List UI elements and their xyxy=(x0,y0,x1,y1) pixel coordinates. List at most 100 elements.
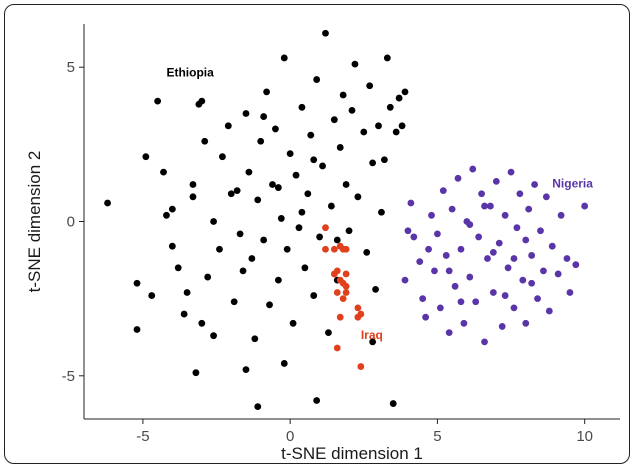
point-ethiopia xyxy=(148,292,156,299)
point-ethiopia xyxy=(301,264,309,272)
point-ethiopia xyxy=(342,181,350,188)
point-ethiopia xyxy=(269,181,276,188)
point-nigeria xyxy=(548,242,556,250)
point-ethiopia xyxy=(348,107,356,114)
x-tick-label: -5 xyxy=(136,428,149,445)
point-nigeria xyxy=(472,298,480,306)
point-nigeria xyxy=(407,199,415,207)
point-nigeria xyxy=(507,168,515,176)
point-iraq xyxy=(330,270,338,278)
point-ethiopia xyxy=(277,215,285,222)
point-nigeria xyxy=(434,230,441,238)
point-ethiopia xyxy=(313,76,321,83)
point-ethiopia xyxy=(366,82,374,90)
point-nigeria xyxy=(495,239,503,247)
point-ethiopia xyxy=(160,168,167,176)
point-nigeria xyxy=(451,282,459,290)
point-ethiopia xyxy=(198,97,206,105)
point-ethiopia xyxy=(174,264,182,272)
y-tick-label: 0 xyxy=(67,214,75,231)
point-ethiopia xyxy=(219,153,226,161)
point-nigeria xyxy=(457,298,465,306)
point-nigeria xyxy=(519,276,527,284)
point-ethiopia xyxy=(383,54,391,62)
point-nigeria xyxy=(445,267,453,275)
point-ethiopia xyxy=(263,88,270,96)
point-ethiopia xyxy=(313,397,321,404)
point-ethiopia xyxy=(180,310,188,318)
point-nigeria xyxy=(492,177,500,185)
point-ethiopia xyxy=(280,54,288,62)
point-ethiopia xyxy=(189,181,197,188)
y-tick-label: 5 xyxy=(67,59,75,76)
point-nigeria xyxy=(431,267,438,275)
point-ethiopia xyxy=(330,116,338,124)
point-nigeria xyxy=(522,236,530,244)
series-label-nigeria: Nigeria xyxy=(552,177,593,191)
point-nigeria xyxy=(439,187,447,195)
point-ethiopia xyxy=(239,267,247,275)
point-nigeria xyxy=(525,205,533,213)
point-nigeria xyxy=(566,289,574,296)
point-nigeria xyxy=(466,221,474,228)
point-ethiopia xyxy=(378,208,385,216)
point-ethiopia xyxy=(283,245,291,253)
point-iraq xyxy=(357,363,365,370)
point-ethiopia xyxy=(272,125,279,133)
point-ethiopia xyxy=(286,150,294,158)
point-iraq xyxy=(330,245,338,253)
point-nigeria xyxy=(454,174,462,182)
point-nigeria xyxy=(554,270,562,278)
y-tick-label: -5 xyxy=(62,368,75,385)
point-ethiopia xyxy=(322,29,329,37)
point-ethiopia xyxy=(242,366,250,374)
point-ethiopia xyxy=(133,326,141,333)
point-nigeria xyxy=(528,252,536,259)
point-nigeria xyxy=(481,338,488,346)
point-ethiopia xyxy=(210,218,217,225)
point-ethiopia xyxy=(304,190,312,198)
point-ethiopia xyxy=(133,279,141,287)
point-iraq xyxy=(339,295,347,303)
point-ethiopia xyxy=(307,131,315,139)
point-ethiopia xyxy=(310,292,318,299)
point-ethiopia xyxy=(289,319,297,327)
point-ethiopia xyxy=(298,208,306,216)
ticks: -5 0 5 10 -5 0 5 xyxy=(62,59,593,445)
point-ethiopia xyxy=(333,236,341,244)
point-ethiopia xyxy=(204,273,212,281)
point-ethiopia xyxy=(292,171,300,179)
point-iraq xyxy=(342,245,350,253)
point-ethiopia xyxy=(227,190,235,198)
point-ethiopia xyxy=(198,319,206,327)
point-nigeria xyxy=(534,295,541,303)
point-ethiopia xyxy=(242,110,250,117)
point-ethiopia xyxy=(295,224,303,232)
point-ethiopia xyxy=(245,168,253,176)
point-ethiopia xyxy=(372,285,379,293)
point-ethiopia xyxy=(183,289,191,296)
point-nigeria xyxy=(537,227,544,235)
point-iraq xyxy=(354,313,362,321)
point-nigeria xyxy=(581,202,589,210)
point-nigeria xyxy=(481,202,488,210)
point-nigeria xyxy=(501,211,509,219)
point-nigeria xyxy=(516,190,524,198)
point-ethiopia xyxy=(316,233,324,241)
point-ethiopia xyxy=(260,113,268,120)
point-iraq xyxy=(322,224,329,232)
point-ethiopia xyxy=(233,187,241,195)
point-nigeria xyxy=(428,211,435,219)
y-axis-title: t-SNE dimension 2 xyxy=(25,151,44,293)
point-ethiopia xyxy=(280,360,288,367)
point-ethiopia xyxy=(260,236,268,244)
point-nigeria xyxy=(545,307,553,315)
point-nigeria xyxy=(563,255,571,262)
point-nigeria xyxy=(484,255,491,262)
point-nigeria xyxy=(457,245,465,253)
point-nigeria xyxy=(445,329,453,336)
point-ethiopia xyxy=(380,156,388,164)
point-nigeria xyxy=(531,181,538,188)
point-nigeria xyxy=(487,202,494,210)
